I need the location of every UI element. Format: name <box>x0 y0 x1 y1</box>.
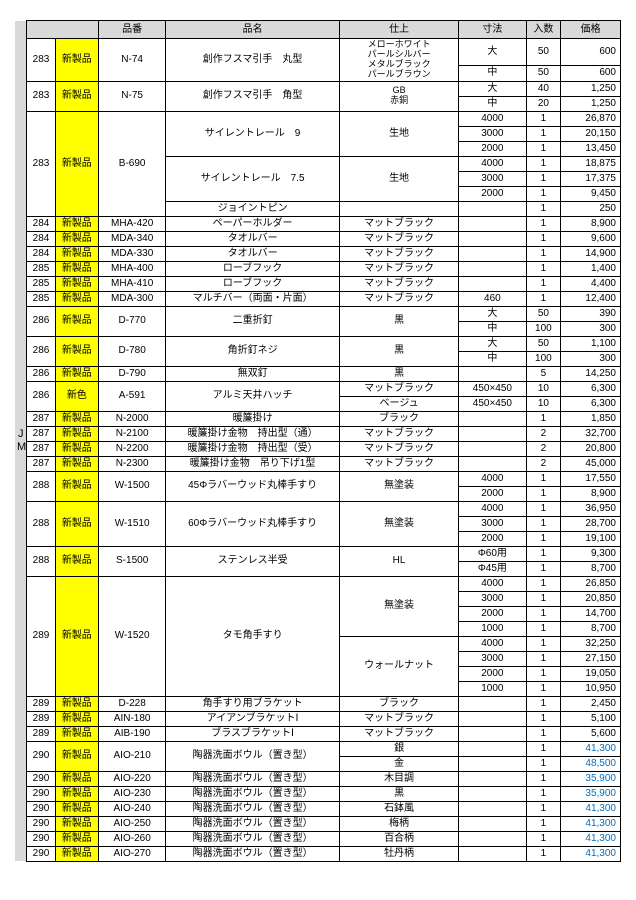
col-header: 入数 <box>526 21 561 39</box>
col-header: 品番 <box>99 21 166 39</box>
side-label: JM <box>15 21 27 862</box>
catalog-table: JM品番品名仕上寸法入数価格283新製品N-74創作フスマ引手 丸型メローホワイ… <box>15 20 621 862</box>
col-header: 価格 <box>561 21 621 39</box>
col-header: 寸法 <box>459 21 526 39</box>
col-header: 品名 <box>166 21 340 39</box>
col-header: 仕上 <box>339 21 458 39</box>
product-table: JM品番品名仕上寸法入数価格283新製品N-74創作フスマ引手 丸型メローホワイ… <box>15 20 621 862</box>
